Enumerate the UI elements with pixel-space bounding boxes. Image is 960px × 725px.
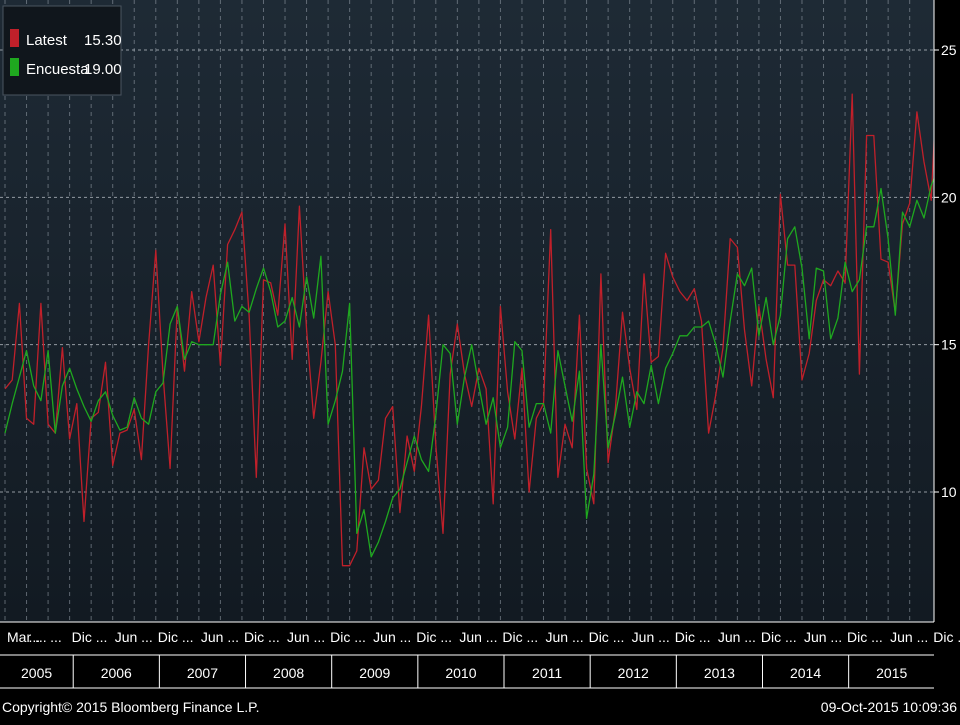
x-tick-label: Dic ... — [761, 629, 797, 645]
x-tick-label: ... — [29, 629, 41, 645]
x-tick-label: Jun ... — [459, 629, 497, 645]
legend-swatch-latest — [10, 29, 19, 47]
legend: Latest 15.30 Encuesta 19.00 — [2, 5, 122, 96]
x-tick-label: Dic ... — [933, 629, 960, 645]
legend-swatch-encuesta — [10, 58, 19, 76]
x-tick-label: Jun ... — [546, 629, 584, 645]
x-axis-panel — [0, 622, 960, 720]
year-label: 2005 — [21, 665, 52, 681]
x-tick-label: Jun ... — [115, 629, 153, 645]
y-tick-label: 10 — [941, 484, 957, 500]
x-tick-label: Dic ... — [72, 629, 108, 645]
x-tick-label: Dic ... — [675, 629, 711, 645]
year-label: 2012 — [618, 665, 649, 681]
x-tick-label: Jun ... — [890, 629, 928, 645]
legend-label-latest: Latest — [26, 32, 68, 49]
y-tick-label: 20 — [941, 189, 957, 205]
x-tick-label: Dic ... — [330, 629, 366, 645]
x-tick-label: Dic ... — [244, 629, 280, 645]
legend-label-encuesta: Encuesta — [26, 61, 89, 78]
year-label: 2008 — [273, 665, 304, 681]
year-label: 2015 — [876, 665, 907, 681]
x-tick-label: Jun ... — [632, 629, 670, 645]
legend-value-latest: 15.30 — [84, 32, 122, 49]
plot-background — [0, 0, 934, 622]
right-axis-panel — [934, 0, 960, 622]
x-tick-label: Dic ... — [502, 629, 538, 645]
y-tick-label: 15 — [941, 337, 957, 353]
legend-box — [2, 5, 122, 96]
x-tick-label: Jun ... — [373, 629, 411, 645]
year-label: 2013 — [704, 665, 735, 681]
x-tick-label: Dic ... — [416, 629, 452, 645]
x-tick-label: Jun ... — [804, 629, 842, 645]
x-tick-label: Jun ... — [287, 629, 325, 645]
year-label: 2010 — [445, 665, 476, 681]
x-tick-label: Dic ... — [158, 629, 194, 645]
x-axis-year-labels: 2005 2006 2007 2008 2009 2010 2011 2012 2013 2014… — [0, 654, 934, 689]
year-label: 2009 — [359, 665, 390, 681]
legend-value-encuesta: 19.00 — [84, 61, 122, 78]
x-tick-label: Jun ... — [718, 629, 756, 645]
year-label: 2011 — [532, 665, 562, 681]
x-axis-month-labels: Mar ......... Dic ... Jun ... Dic ... Jun ..… — [7, 629, 960, 645]
series-layer — [4, 49, 954, 567]
y-axis-ticks: 10 15 20 25 — [934, 42, 957, 500]
series-line-latest — [4, 49, 954, 567]
year-label: 2014 — [790, 665, 821, 681]
x-tick-label: Mar ... — [7, 629, 47, 645]
y-tick-label: 25 — [941, 42, 957, 58]
x-tick-label: Dic ... — [589, 629, 625, 645]
series-line-encuesta — [4, 90, 954, 558]
year-label: 2006 — [101, 665, 132, 681]
year-label: 2007 — [187, 665, 218, 681]
timestamp-text: 09-Oct-2015 10:09:36 — [821, 699, 957, 715]
x-tick-label: ... — [50, 629, 62, 645]
x-tick-label: Jun ... — [201, 629, 239, 645]
x-tick-label: Dic ... — [847, 629, 883, 645]
copyright-text: Copyright© 2015 Bloomberg Finance L.P. — [2, 699, 260, 715]
